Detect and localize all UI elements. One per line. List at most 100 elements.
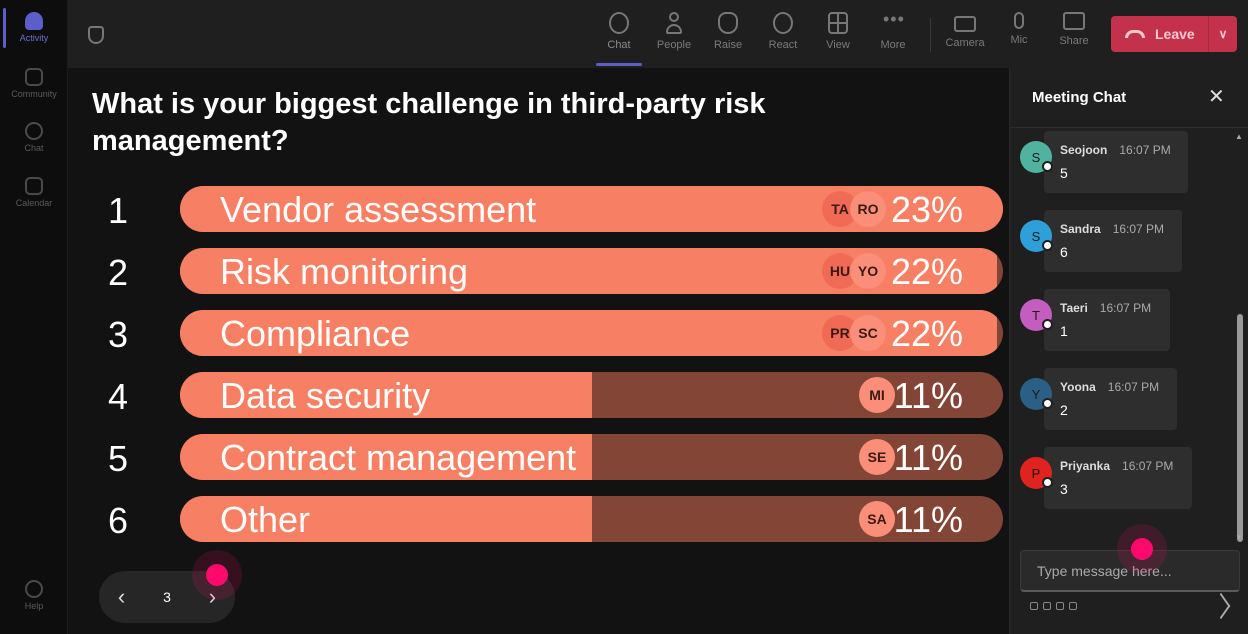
avatar[interactable]: Y <box>1020 378 1053 410</box>
chat-message-input[interactable] <box>1020 550 1240 592</box>
attach-icon[interactable] <box>1043 602 1051 610</box>
poll-option-fill <box>180 372 592 418</box>
rail-item-calendar[interactable]: Calendar <box>0 177 68 208</box>
rail-active-indicator <box>3 8 6 48</box>
poll-option[interactable]: 2 Risk monitoring HU YO 22% <box>68 248 1009 296</box>
chat-button-label: Chat <box>607 39 631 51</box>
poll-option-percent: 22% <box>890 313 963 354</box>
sender-name: Priyanka <box>1060 459 1111 473</box>
avatar-initial: S <box>1031 228 1041 244</box>
raise-hand-button[interactable]: Raise <box>703 12 753 51</box>
message-bubble[interactable]: Taeri 16:07 PM 1 <box>1044 289 1170 351</box>
message-bubble[interactable]: Sandra 16:07 PM 6 <box>1044 210 1182 272</box>
help-icon <box>25 580 43 598</box>
close-icon[interactable]: ✕ <box>1208 86 1225 108</box>
rail-item-activity[interactable]: Activity <box>0 12 68 43</box>
avatar[interactable]: S <box>1020 220 1053 252</box>
avatar-initial: P <box>1031 465 1041 481</box>
poll-option-percent: 11% <box>893 499 963 540</box>
chevron-left-icon[interactable]: ‹ <box>117 584 126 609</box>
chat-scrollbar[interactable]: ▲ ▼ <box>1233 130 1247 544</box>
meeting-chat-panel: Meeting Chat ✕ Seojoon 16:07 PM 5 S Sandra 16… <box>1009 68 1248 634</box>
poll-option-label: Compliance <box>220 313 411 354</box>
scrollbar-thumb[interactable] <box>1237 314 1243 542</box>
format-icon[interactable] <box>1030 602 1038 610</box>
poll-option[interactable]: 4 Data security MI 11% <box>68 372 1009 420</box>
gif-icon[interactable] <box>1069 602 1077 610</box>
share-button-label: Share <box>1059 35 1089 47</box>
chat-header: Meeting Chat ✕ <box>1010 68 1248 128</box>
message-timestamp: 16:07 PM <box>1107 380 1160 394</box>
avatar-initial: T <box>1032 307 1040 323</box>
poll-option[interactable]: 5 Contract management SE 11% <box>68 434 1009 482</box>
leave-button[interactable]: Leave ∨ <box>1111 16 1237 52</box>
avatar-initial: Y <box>1031 386 1041 402</box>
poll-option-bar: Other SA 11% <box>180 496 1003 542</box>
message-text: 5 <box>1060 165 1068 181</box>
voter-avatar: SE <box>859 439 895 475</box>
voter-avatar: RO <box>850 191 886 227</box>
message-bubble[interactable]: Priyanka 16:07 PM 3 <box>1044 447 1192 509</box>
rail-item-label: Help <box>24 601 44 611</box>
message-timestamp: 16:07 PM <box>1122 459 1174 473</box>
poll-option-percent: 11% <box>893 375 963 416</box>
message-bubble[interactable]: Seojoon 16:07 PM 5 <box>1044 131 1188 193</box>
send-icon[interactable] <box>1211 592 1231 620</box>
people-icon <box>664 12 684 34</box>
rail-item-label: Activity <box>19 33 49 43</box>
avatar[interactable]: T <box>1020 299 1053 331</box>
shield-icon <box>88 26 104 44</box>
message-timestamp: 16:07 PM <box>1112 222 1165 236</box>
message-timestamp: 16:07 PM <box>1119 143 1171 157</box>
poll-option[interactable]: 6 Other SA 11% <box>68 496 1009 544</box>
camera-button[interactable]: Camera <box>940 12 990 49</box>
presence-status-icon <box>1042 398 1053 409</box>
chat-button[interactable]: Chat <box>594 12 644 51</box>
scroll-down-icon[interactable]: ▼ <box>1235 533 1243 542</box>
mic-button[interactable]: Mic <box>994 12 1044 46</box>
avatar[interactable]: P <box>1020 457 1053 489</box>
more-button[interactable]: ••• More <box>868 10 918 51</box>
emoji-icon[interactable] <box>1056 602 1064 610</box>
meeting-toolbar: Chat People Raise React View ••• More Ca… <box>68 0 1248 68</box>
toolbar-divider <box>930 18 931 52</box>
chevron-right-icon[interactable]: › <box>208 584 217 609</box>
active-tab-indicator <box>596 63 642 66</box>
rail-item-label: Community <box>11 89 57 99</box>
message-bubble[interactable]: Yoona 16:07 PM 2 <box>1044 368 1177 430</box>
hang-up-icon <box>1125 30 1145 38</box>
presence-status-icon <box>1042 161 1053 172</box>
poll-option-percent: 11% <box>893 437 963 478</box>
message-text: 3 <box>1060 481 1068 497</box>
community-icon <box>25 68 43 86</box>
sender-name: Seojoon <box>1060 143 1108 157</box>
bell-icon <box>25 12 43 30</box>
camera-off-icon <box>954 16 976 32</box>
message-text: 6 <box>1060 244 1068 260</box>
poll-option-number: 6 <box>108 500 129 541</box>
page-number: 3 <box>163 589 171 605</box>
pointer-indicator <box>206 564 228 586</box>
sender-name: Sandra <box>1060 222 1101 236</box>
people-button[interactable]: People <box>649 12 699 51</box>
view-button[interactable]: View <box>813 12 863 51</box>
scroll-up-icon[interactable]: ▲ <box>1235 132 1243 141</box>
calendar-icon <box>25 177 43 195</box>
rail-item-chat[interactable]: Chat <box>0 122 68 153</box>
poll-option-label: Risk monitoring <box>220 251 469 292</box>
rail-item-community[interactable]: Community <box>0 68 68 99</box>
app-rail: Activity Community Chat Calendar Help <box>0 0 68 634</box>
leave-divider <box>1208 16 1209 52</box>
poll-option-label: Other <box>220 499 311 540</box>
avatar[interactable]: S <box>1020 141 1053 173</box>
share-screen-icon <box>1063 12 1085 30</box>
avatar-initial: S <box>1031 149 1041 165</box>
share-button[interactable]: Share <box>1049 12 1099 47</box>
raise-button-label: Raise <box>713 39 743 51</box>
rail-item-help[interactable]: Help <box>0 580 68 611</box>
poll-option[interactable]: 1 Vendor assessment TA RO 23% <box>68 186 1009 234</box>
poll-option-number: 3 <box>108 314 129 355</box>
react-button[interactable]: React <box>758 12 808 51</box>
poll-option[interactable]: 3 Compliance PR SC 22% <box>68 310 1009 358</box>
chevron-down-icon[interactable]: ∨ <box>1218 27 1228 41</box>
